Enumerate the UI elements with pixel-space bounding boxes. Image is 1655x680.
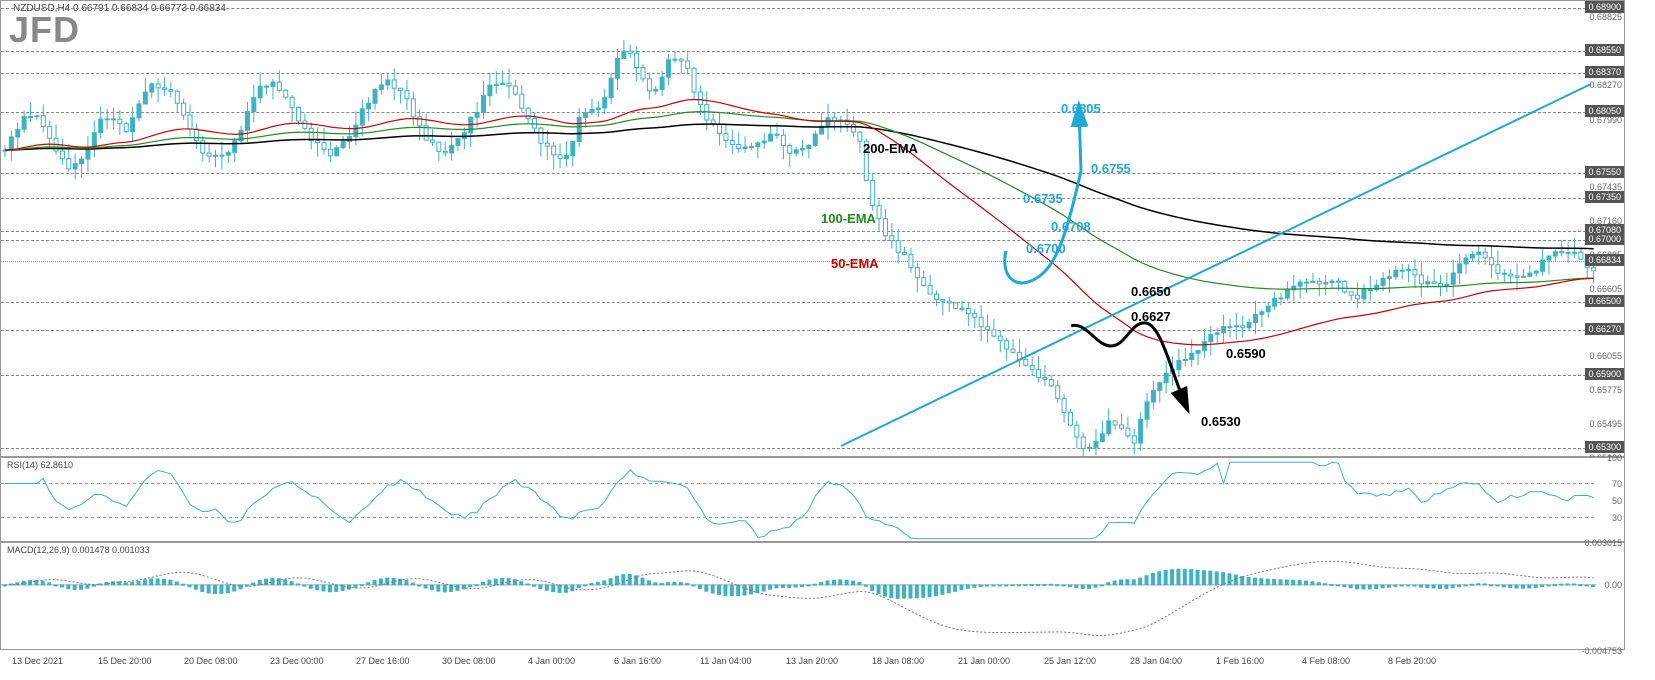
x-tick-label: 8 Feb 20:00 [1388, 656, 1436, 666]
price-annotation: 0.6650 [1131, 284, 1171, 299]
logo-watermark: JFD [9, 9, 80, 51]
x-tick-label: 11 Jan 04:00 [700, 656, 751, 666]
price-level-line [1, 231, 1596, 232]
y-tick-label: 0.65495 [1589, 419, 1622, 429]
price-level-line [1, 173, 1596, 174]
price-annotation: 0.6708 [1051, 219, 1091, 234]
x-tick-label: 23 Dec 00:00 [270, 656, 324, 666]
price-level-tag: 0.65300 [1585, 441, 1624, 453]
x-tick-label: 28 Jan 04:00 [1130, 656, 1182, 666]
x-tick-label: 4 Jan 00:00 [528, 656, 575, 666]
price-annotation: 0.6530 [1201, 414, 1241, 429]
ema-label: 200-EMA [863, 141, 918, 156]
macd-tick: 0.003015 [1584, 538, 1622, 548]
price-level-line [1, 330, 1596, 331]
price-annotation: 0.6735 [1023, 191, 1063, 206]
price-annotation: 0.6590 [1226, 346, 1266, 361]
y-tick-label: 0.67160 [1589, 216, 1622, 226]
x-tick-label: 1 Feb 16:00 [1216, 656, 1264, 666]
price-level-line [1, 8, 1596, 9]
y-tick-label: 0.67990 [1589, 115, 1622, 125]
x-tick-label: 6 Jan 16:00 [614, 656, 661, 666]
y-tick-label: 0.66055 [1589, 351, 1622, 361]
x-tick-label: 13 Dec 2021 [12, 656, 63, 666]
rsi-tick: 70 [1612, 479, 1622, 489]
x-tick-label: 21 Jan 00:00 [958, 656, 1010, 666]
macd-tick: 0.00 [1604, 580, 1622, 590]
price-level-line [1, 448, 1596, 449]
rsi-tick: 50 [1612, 496, 1622, 506]
y-tick-label: 0.68825 [1589, 12, 1622, 22]
price-level-line [1, 73, 1596, 74]
price-level-line [1, 302, 1596, 303]
price-level-tag: 0.66270 [1585, 323, 1624, 335]
price-chart-panel[interactable]: JFD NZDUSD,H4 0.66791 0.66834 0.66773 0.… [0, 0, 1625, 457]
price-level-line [1, 240, 1596, 241]
price-annotation: 0.6805 [1061, 101, 1101, 116]
x-tick-label: 4 Feb 08:00 [1302, 656, 1350, 666]
rsi-indicator-label: RSI(14) 62.8610 [7, 460, 73, 470]
price-level-tag: 0.67350 [1585, 191, 1624, 203]
rsi-tick: 100 [1607, 453, 1622, 463]
rsi-tick: 30 [1612, 513, 1622, 523]
macd-indicator-label: MACD(12,26,9) 0.001478 0.001033 [7, 545, 150, 555]
price-level-tag: 0.68550 [1585, 44, 1624, 56]
x-tick-label: 25 Jan 12:00 [1044, 656, 1096, 666]
price-annotation: 0.6700 [1026, 241, 1066, 256]
current-price-tag: 0.66834 [1585, 254, 1624, 266]
y-tick-label: 0.66605 [1589, 284, 1622, 294]
price-level-line [1, 112, 1596, 113]
x-tick-label: 15 Dec 20:00 [98, 656, 152, 666]
price-level-line [1, 198, 1596, 199]
price-level-tag: 0.67550 [1585, 166, 1624, 178]
ema-label: 50-EMA [831, 256, 879, 271]
price-level-line [1, 375, 1596, 376]
price-level-line [1, 51, 1596, 52]
x-tick-label: 30 Dec 08:00 [442, 656, 496, 666]
macd-panel[interactable]: MACD(12,26,9) 0.001478 0.001033 -0.00475… [0, 542, 1625, 650]
time-axis: 13 Dec 2021 15 Dec 20:00 20 Dec 08:00 23 De… [0, 650, 1625, 680]
price-annotation: 0.6627 [1131, 309, 1171, 324]
price-level-tag: 0.66500 [1585, 295, 1624, 307]
price-level-tag: 0.68370 [1585, 66, 1624, 78]
y-tick-label: 0.65775 [1589, 385, 1622, 395]
x-tick-label: 27 Dec 16:00 [356, 656, 410, 666]
x-tick-label: 13 Jan 20:00 [786, 656, 838, 666]
y-tick-label: 0.68270 [1589, 80, 1622, 90]
y-tick-label: 0.67435 [1589, 182, 1622, 192]
price-level-tag: 0.67000 [1585, 233, 1624, 245]
x-tick-label: 18 Jan 08:00 [872, 656, 924, 666]
price-level-tag: 0.65900 [1585, 368, 1624, 380]
ema-label: 100-EMA [821, 211, 876, 226]
x-tick-label: 20 Dec 08:00 [184, 656, 238, 666]
rsi-panel[interactable]: RSI(14) 62.8610 305070100 [0, 457, 1625, 542]
price-annotation: 0.6755 [1091, 161, 1131, 176]
